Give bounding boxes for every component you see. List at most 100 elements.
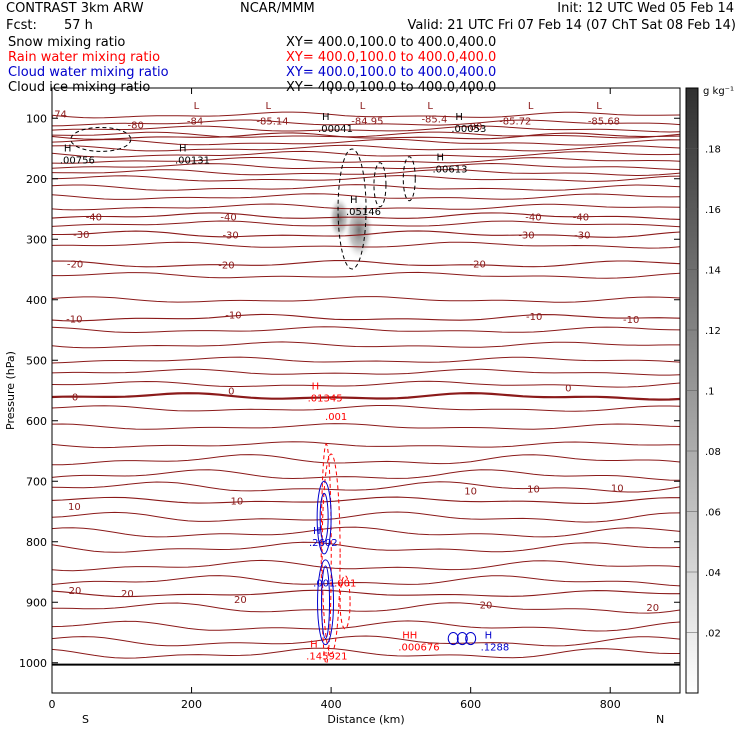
isotherm-3 bbox=[51, 260, 681, 268]
colorbar-label-7: .16 bbox=[705, 205, 721, 216]
isotherm-line-4 bbox=[51, 138, 681, 146]
extremum-value-2: .00041 bbox=[318, 124, 353, 135]
extremum-mark-11: H bbox=[350, 195, 358, 206]
field-cloud-water-xy: XY= 400.0,100.0 to 400.0,400.0 bbox=[286, 65, 497, 80]
isotherm-line-20 bbox=[51, 356, 681, 364]
extremum-mark-17: H bbox=[310, 640, 318, 651]
temperature-contours bbox=[51, 111, 681, 666]
extremum-value-17: .145921 bbox=[306, 652, 347, 663]
model-title: CONTRAST 3km ARW bbox=[6, 1, 144, 16]
y-tick-label-7: 800 bbox=[26, 536, 47, 549]
cloud-water-contour-3 bbox=[317, 559, 335, 646]
y-tick-label-2: 300 bbox=[26, 233, 47, 246]
extremum-mark-12: H bbox=[312, 381, 320, 392]
y-tick-label-1: 200 bbox=[26, 173, 47, 186]
x-tick-label-4: 800 bbox=[600, 698, 621, 711]
contour-label-3: -85.14 bbox=[256, 117, 288, 128]
contour-label-32: 20 bbox=[69, 586, 82, 597]
isotherm-line-17 bbox=[51, 296, 681, 303]
contour-label-20: -10 bbox=[66, 315, 82, 326]
colorbar-label-2: .06 bbox=[705, 508, 721, 519]
snow-shading-0 bbox=[344, 200, 374, 261]
rain-contour-1 bbox=[321, 453, 341, 655]
isotherm-line-24 bbox=[51, 423, 681, 430]
isotherm-2 bbox=[52, 230, 681, 238]
isotherm-0 bbox=[51, 132, 681, 140]
contour-label-8: -85.68 bbox=[588, 117, 620, 128]
y-tick-label-3: 400 bbox=[26, 294, 47, 307]
extremum-mark-1: L bbox=[266, 101, 272, 112]
isotherm-line-12 bbox=[51, 193, 681, 200]
contour-label-28: 10 bbox=[231, 497, 244, 508]
field-rain-name: Rain water mixing ratio bbox=[8, 50, 161, 65]
contour-label-35: 20 bbox=[480, 601, 493, 612]
y-tick-label-6: 700 bbox=[26, 475, 47, 488]
extremum-value-18: .000676 bbox=[398, 643, 439, 654]
contour-label-24: 0 bbox=[72, 393, 78, 404]
cloud-water-contour-5 bbox=[456, 632, 468, 646]
isotherm-line-11 bbox=[51, 184, 681, 191]
isotherm-line-15 bbox=[51, 241, 681, 249]
isotherm-line-9 bbox=[51, 169, 681, 177]
extremum-value-8: .00756 bbox=[60, 156, 95, 167]
contour-label-4: -84.95 bbox=[351, 117, 383, 128]
x-tick-label-3: 600 bbox=[460, 698, 481, 711]
extremum-mark-6: L bbox=[528, 101, 534, 112]
isotherm-line-5 bbox=[51, 144, 681, 152]
x-axis-south-label: S bbox=[82, 713, 89, 726]
contour-label-18: -20 bbox=[218, 261, 234, 272]
isotherm-4 bbox=[51, 313, 681, 322]
contour-label-31: 10 bbox=[611, 483, 624, 494]
forecast-hour-value: 57 h bbox=[64, 18, 93, 33]
center-label: NCAR/MMM bbox=[240, 1, 315, 16]
isotherm-6 bbox=[51, 496, 680, 505]
isotherm-line-19 bbox=[51, 341, 680, 349]
extremum-mark-3: L bbox=[360, 101, 366, 112]
extremum-value-9: .00131 bbox=[175, 156, 210, 167]
contour-label-29: 10 bbox=[464, 486, 477, 497]
contour-label-6: -80 bbox=[466, 122, 482, 133]
extremum-value-14: .2602 bbox=[309, 538, 338, 549]
isotherm-line-35 bbox=[51, 620, 681, 632]
contour-label-21: -10 bbox=[225, 310, 241, 321]
isotherm-line-23 bbox=[51, 405, 681, 412]
colorbar: .02 .04 .06 .08 .1 .12 .14 .16 .18 bbox=[685, 87, 721, 694]
extremum-mark-18: HH bbox=[402, 631, 417, 642]
contour-label-12: -40 bbox=[573, 212, 589, 223]
rain-water-contours bbox=[320, 443, 351, 665]
contour-label-15: -30 bbox=[518, 230, 534, 241]
isotherm-line-7 bbox=[51, 157, 681, 164]
isotherm-line-18 bbox=[51, 326, 681, 334]
isotherm-line-25 bbox=[51, 441, 681, 449]
extremum-value-19: .1288 bbox=[481, 643, 510, 654]
y-tick-label-8: 900 bbox=[26, 596, 47, 609]
colorbar-label-6: .14 bbox=[705, 266, 721, 277]
cloud-ice-contours bbox=[70, 126, 416, 270]
isotherm-line-22 bbox=[51, 380, 681, 388]
field-rain-xy: XY= 400.0,100.0 to 400.0,400.0 bbox=[286, 50, 497, 65]
extremum-value-13: .001 bbox=[325, 412, 347, 423]
rain-contour-2 bbox=[339, 575, 351, 630]
x-axis-north-label: N bbox=[656, 713, 664, 726]
colorbar-label-5: .12 bbox=[705, 326, 721, 337]
extremum-mark-19: H bbox=[485, 631, 493, 642]
x-tick-label-1: 200 bbox=[181, 698, 202, 711]
ice-contour-0 bbox=[337, 148, 367, 270]
extremum-mark-10: H bbox=[436, 153, 444, 164]
isotherm-line-10 bbox=[51, 175, 681, 182]
contour-label-2: -84 bbox=[187, 117, 203, 128]
isotherm-5 bbox=[51, 391, 681, 401]
snow-shading-layer bbox=[328, 196, 374, 261]
isotherm-line-34 bbox=[51, 602, 681, 614]
contour-label-25: 0 bbox=[228, 387, 234, 398]
field-cloud-water-name: Cloud water mixing ratio bbox=[8, 65, 169, 80]
field-snow-name: Snow mixing ratio bbox=[8, 35, 126, 50]
isotherm-line-29 bbox=[51, 511, 681, 523]
contour-label-36: 20 bbox=[646, 603, 659, 614]
isotherm-line-30 bbox=[51, 526, 681, 538]
contour-label-11: -40 bbox=[525, 212, 541, 223]
isotherm-line-28 bbox=[51, 481, 681, 493]
contour-label-14: -30 bbox=[222, 230, 238, 241]
contour-label-13: -30 bbox=[73, 230, 89, 241]
